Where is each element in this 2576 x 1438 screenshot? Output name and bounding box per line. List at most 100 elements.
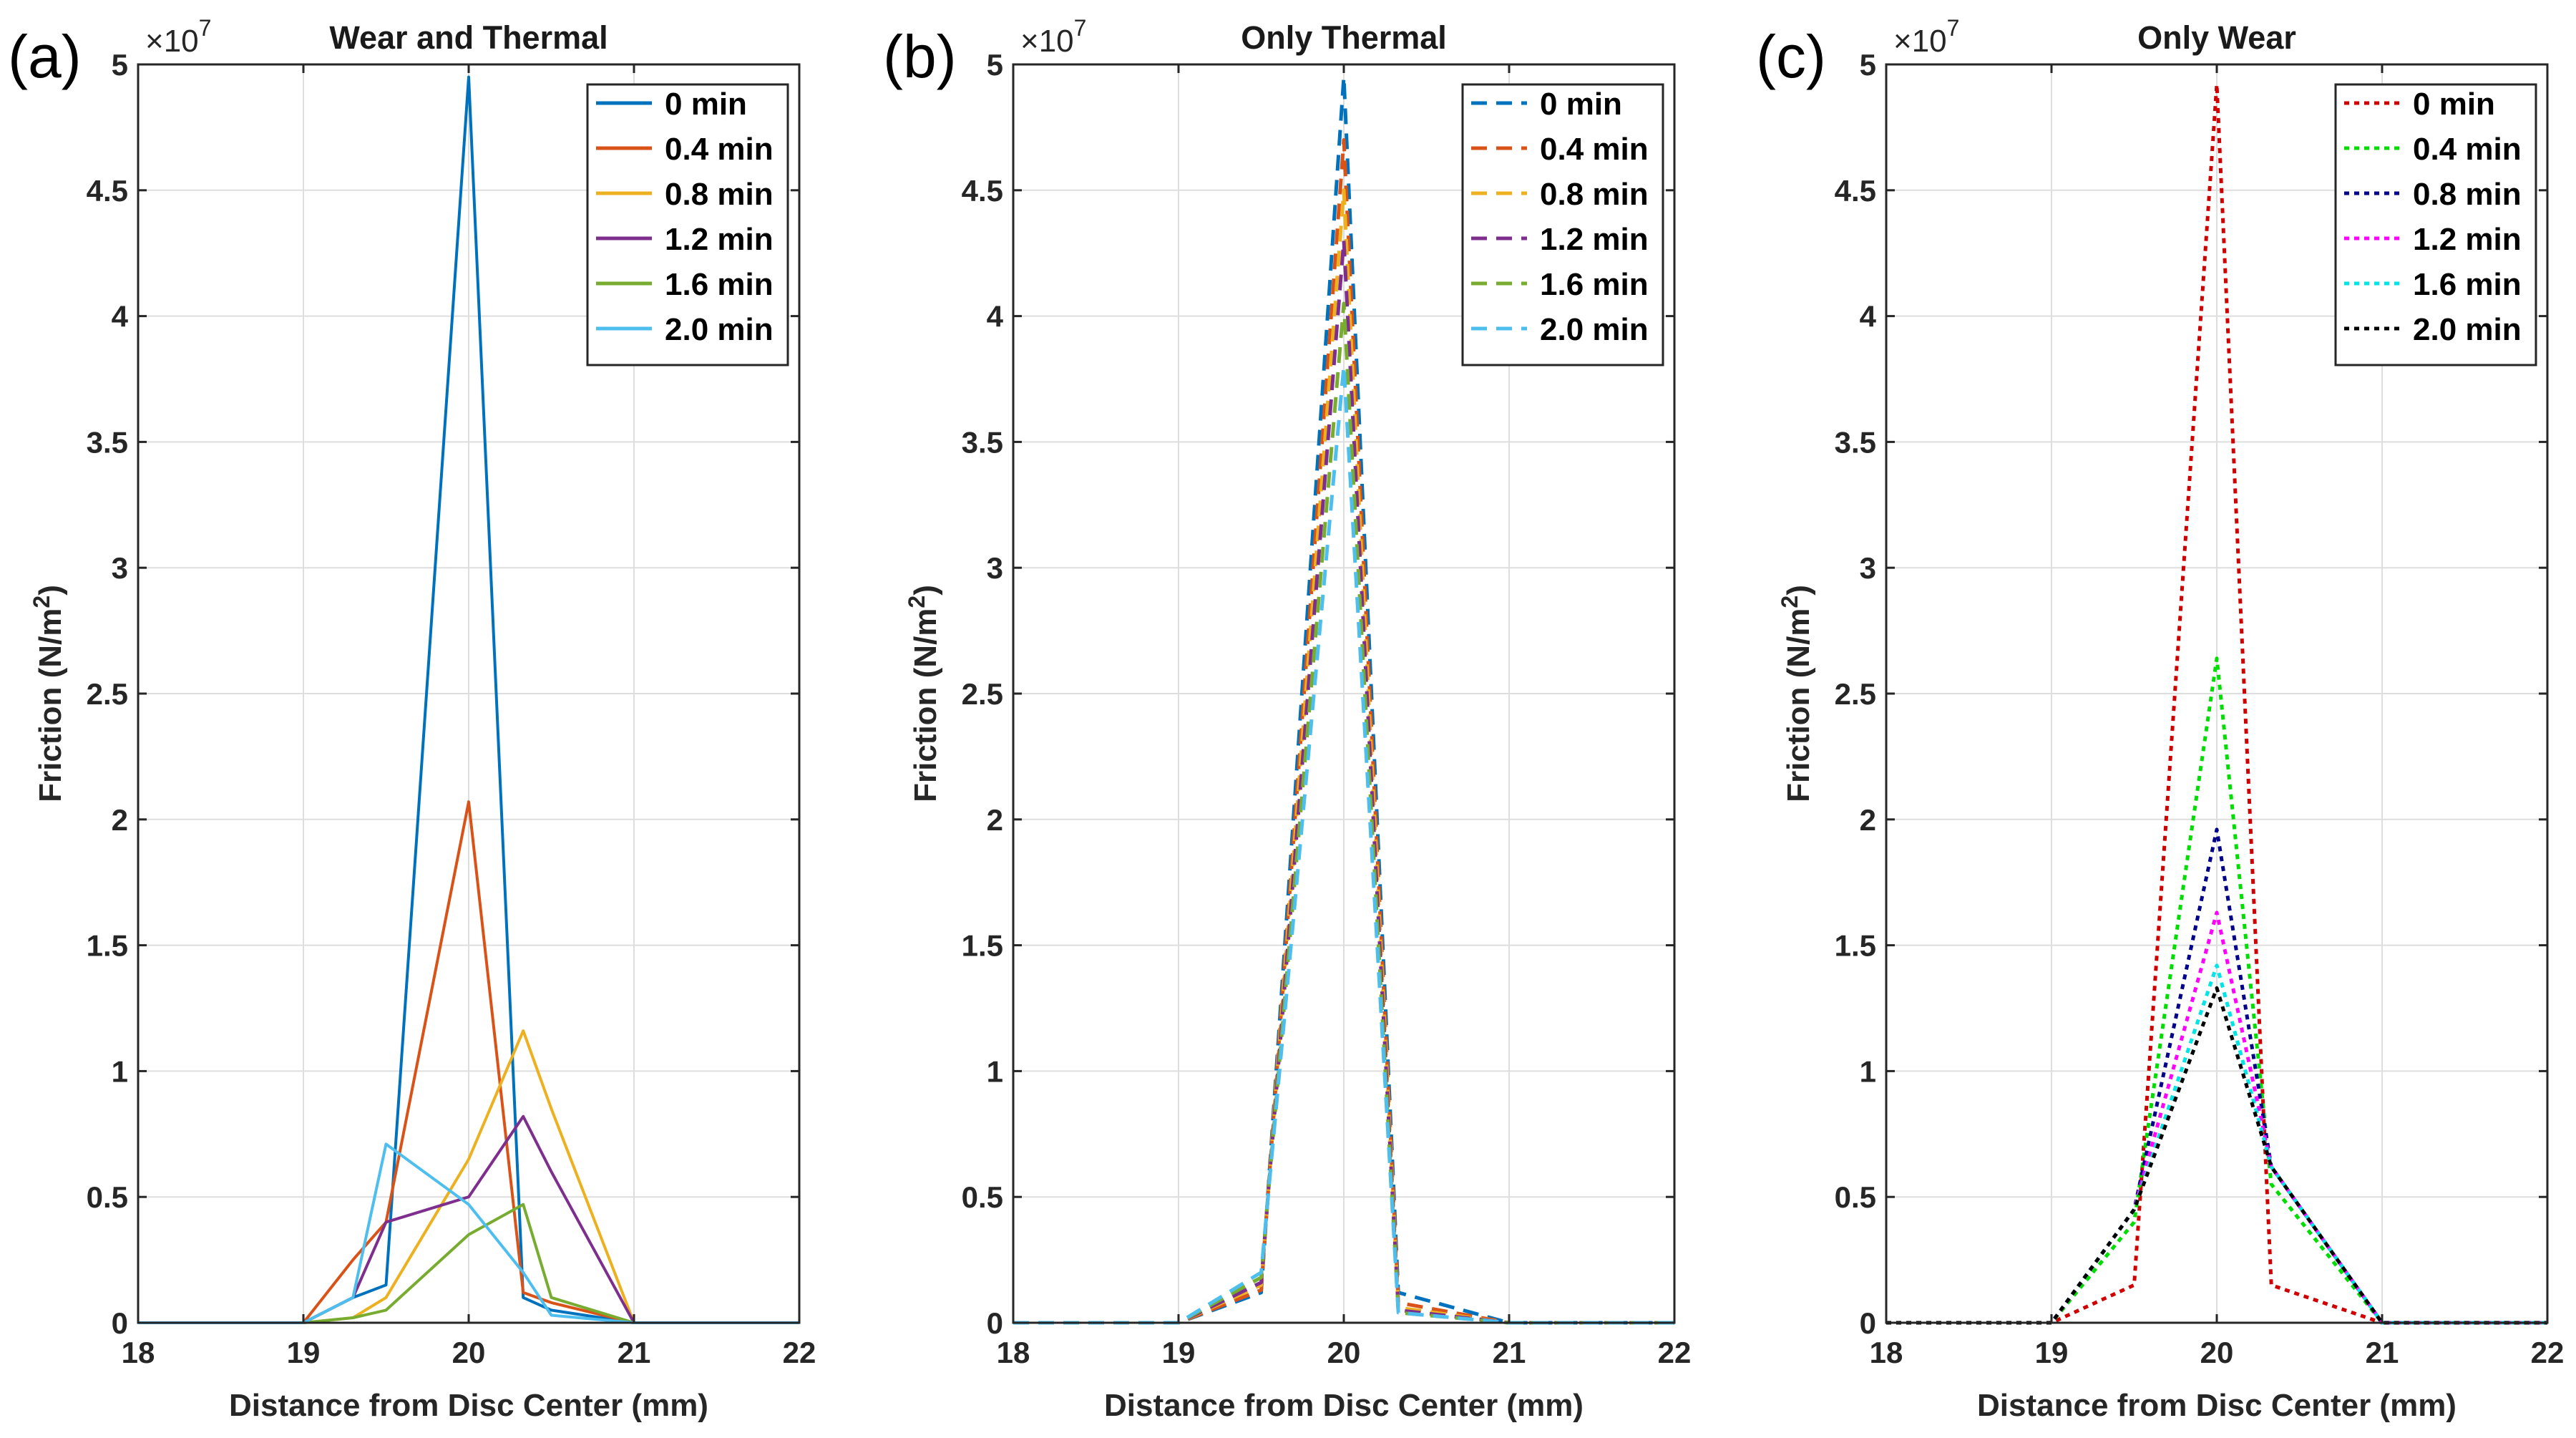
legend-label: 0 min bbox=[665, 87, 747, 122]
y-tick-label: 1.5 bbox=[1835, 929, 1876, 963]
y-tick-label: 0.5 bbox=[962, 1180, 1003, 1214]
y-tick-label: 2 bbox=[112, 803, 128, 837]
y-tick-label: 1.5 bbox=[87, 929, 128, 963]
y-multiplier: ×107 bbox=[145, 15, 211, 59]
legend-label: 0 min bbox=[1540, 87, 1622, 122]
y-tick-label: 5 bbox=[1860, 48, 1876, 82]
series-line-0-4-min bbox=[138, 800, 799, 1324]
panel-label: (b) bbox=[883, 23, 957, 90]
x-tick-label: 21 bbox=[2366, 1336, 2399, 1369]
y-tick-label: 1.5 bbox=[962, 929, 1003, 963]
y-tick-label: 3 bbox=[1860, 551, 1876, 585]
y-tick-label: 4 bbox=[112, 300, 129, 334]
y-tick-label: 2.5 bbox=[962, 677, 1003, 711]
chart-panel-1: 18 19 20 21 22 0 0.5 1 1.5 2 2.5 3 3.5 4 4.5 5 Wear and … bbox=[8, 15, 816, 1423]
legend-label: 1.6 min bbox=[2413, 267, 2522, 302]
y-label-sup: 2 bbox=[904, 596, 930, 608]
y-tick-label: 3.5 bbox=[87, 425, 128, 459]
y-tick-label: 4 bbox=[1860, 300, 1877, 334]
legend-label: 0.8 min bbox=[2413, 177, 2522, 212]
x-tick-label: 20 bbox=[2200, 1336, 2234, 1369]
y-tick-label: 1 bbox=[112, 1054, 128, 1088]
y-tick-label: 2.5 bbox=[87, 677, 128, 711]
y-tick-label: 3.5 bbox=[1835, 425, 1876, 459]
x-tick-label: 19 bbox=[287, 1336, 321, 1369]
y-axis-label: Friction (N/m2) bbox=[904, 585, 943, 802]
y-tick-label: 4.5 bbox=[87, 174, 128, 208]
series-line-2-0-min bbox=[138, 1142, 799, 1324]
y-tick-label: 0 bbox=[987, 1306, 1003, 1340]
y-axis-label: Friction (N/m2) bbox=[29, 585, 68, 802]
multiplier-base: ×10 bbox=[1020, 24, 1074, 59]
x-tick-label: 21 bbox=[618, 1336, 651, 1369]
legend-label: 2.0 min bbox=[665, 312, 774, 347]
multiplier-exponent: 7 bbox=[1947, 15, 1960, 41]
legend-label: 0.4 min bbox=[2413, 132, 2522, 167]
y-tick-label: 2 bbox=[1860, 803, 1876, 837]
y-label-main: Friction (N/m bbox=[1781, 608, 1816, 802]
legend-label: 1.2 min bbox=[2413, 222, 2522, 257]
multiplier-base: ×10 bbox=[145, 24, 199, 59]
legend-label: 1.2 min bbox=[1540, 222, 1649, 257]
multiplier-exponent: 7 bbox=[1074, 15, 1087, 41]
x-tick-label: 19 bbox=[1162, 1336, 1196, 1369]
chart-title: Wear and Thermal bbox=[329, 19, 608, 56]
y-label-end: ) bbox=[33, 585, 68, 596]
x-tick-label: 22 bbox=[783, 1336, 816, 1369]
y-multiplier: ×107 bbox=[1020, 15, 1086, 59]
y-tick-label: 3 bbox=[112, 551, 128, 585]
y-label-sup: 2 bbox=[29, 596, 54, 608]
x-axis-label: Distance from Disc Center (mm) bbox=[1104, 1388, 1584, 1423]
legend-label: 1.6 min bbox=[1540, 267, 1649, 302]
x-axis-label: Distance from Disc Center (mm) bbox=[229, 1388, 708, 1423]
y-tick-label: 2 bbox=[987, 803, 1003, 837]
legend-label: 0 min bbox=[2413, 87, 2495, 122]
y-tick-label: 5 bbox=[987, 48, 1003, 82]
legend-box bbox=[1461, 83, 1664, 366]
legend-label: 0.8 min bbox=[665, 177, 774, 212]
x-axis-label: Distance from Disc Center (mm) bbox=[1977, 1388, 2457, 1423]
y-tick-label: 0.5 bbox=[87, 1180, 128, 1214]
chart-panel-2: 18 19 20 21 22 0 0.5 1 1.5 2 2.5 3 3.5 4 4.5 5 Only Ther… bbox=[883, 15, 1691, 1423]
chart-title: Only Thermal bbox=[1241, 19, 1447, 56]
x-tick-label: 22 bbox=[2531, 1336, 2565, 1369]
legend-label: 2.0 min bbox=[2413, 312, 2522, 347]
y-tick-label: 3 bbox=[987, 551, 1003, 585]
y-label-main: Friction (N/m bbox=[908, 608, 943, 802]
y-tick-label: 4.5 bbox=[1835, 174, 1876, 208]
x-tick-label: 20 bbox=[452, 1336, 486, 1369]
y-tick-label: 0.5 bbox=[1835, 1180, 1876, 1214]
series-line-1-6-min bbox=[138, 1203, 799, 1324]
legend: 0 min 0.4 min 0.8 min 1.2 min 1.6 min 2.0 min bbox=[586, 83, 789, 366]
y-tick-label: 0 bbox=[1860, 1306, 1876, 1340]
legend: 0 min 0.4 min 0.8 min 1.2 min 1.6 min 2.0 min bbox=[2334, 83, 2537, 366]
x-tick-label: 18 bbox=[122, 1336, 155, 1369]
y-tick-label: 3.5 bbox=[962, 425, 1003, 459]
x-tick-label: 18 bbox=[997, 1336, 1030, 1369]
legend-label: 1.6 min bbox=[665, 267, 774, 302]
y-multiplier: ×107 bbox=[1893, 15, 1959, 59]
multiplier-base: ×10 bbox=[1893, 24, 1947, 59]
x-tick-label: 20 bbox=[1327, 1336, 1361, 1369]
legend-label: 2.0 min bbox=[1540, 312, 1649, 347]
legend-label: 0.4 min bbox=[665, 132, 774, 167]
chart-panel-3: 18 19 20 21 22 0 0.5 1 1.5 2 2.5 3 3.5 4 4.5 5 Only Wear… bbox=[1756, 15, 2564, 1423]
y-tick-label: 4.5 bbox=[962, 174, 1003, 208]
y-tick-label: 5 bbox=[112, 48, 128, 82]
y-label-end: ) bbox=[1781, 585, 1816, 596]
y-axis-label: Friction (N/m2) bbox=[1777, 585, 1816, 802]
panel-label: (a) bbox=[8, 23, 82, 90]
x-tick-label: 19 bbox=[2035, 1336, 2069, 1369]
legend-box bbox=[586, 83, 789, 366]
y-label-main: Friction (N/m bbox=[33, 608, 68, 802]
panel-label: (c) bbox=[1756, 23, 1826, 90]
x-tick-label: 22 bbox=[1658, 1336, 1692, 1369]
x-tick-label: 21 bbox=[1493, 1336, 1526, 1369]
y-tick-label: 4 bbox=[987, 300, 1004, 334]
y-tick-label: 1 bbox=[987, 1054, 1003, 1088]
x-tick-label: 18 bbox=[1870, 1336, 1903, 1369]
y-tick-label: 0 bbox=[112, 1306, 128, 1340]
legend-label: 1.2 min bbox=[665, 222, 774, 257]
y-label-sup: 2 bbox=[1777, 596, 1802, 608]
